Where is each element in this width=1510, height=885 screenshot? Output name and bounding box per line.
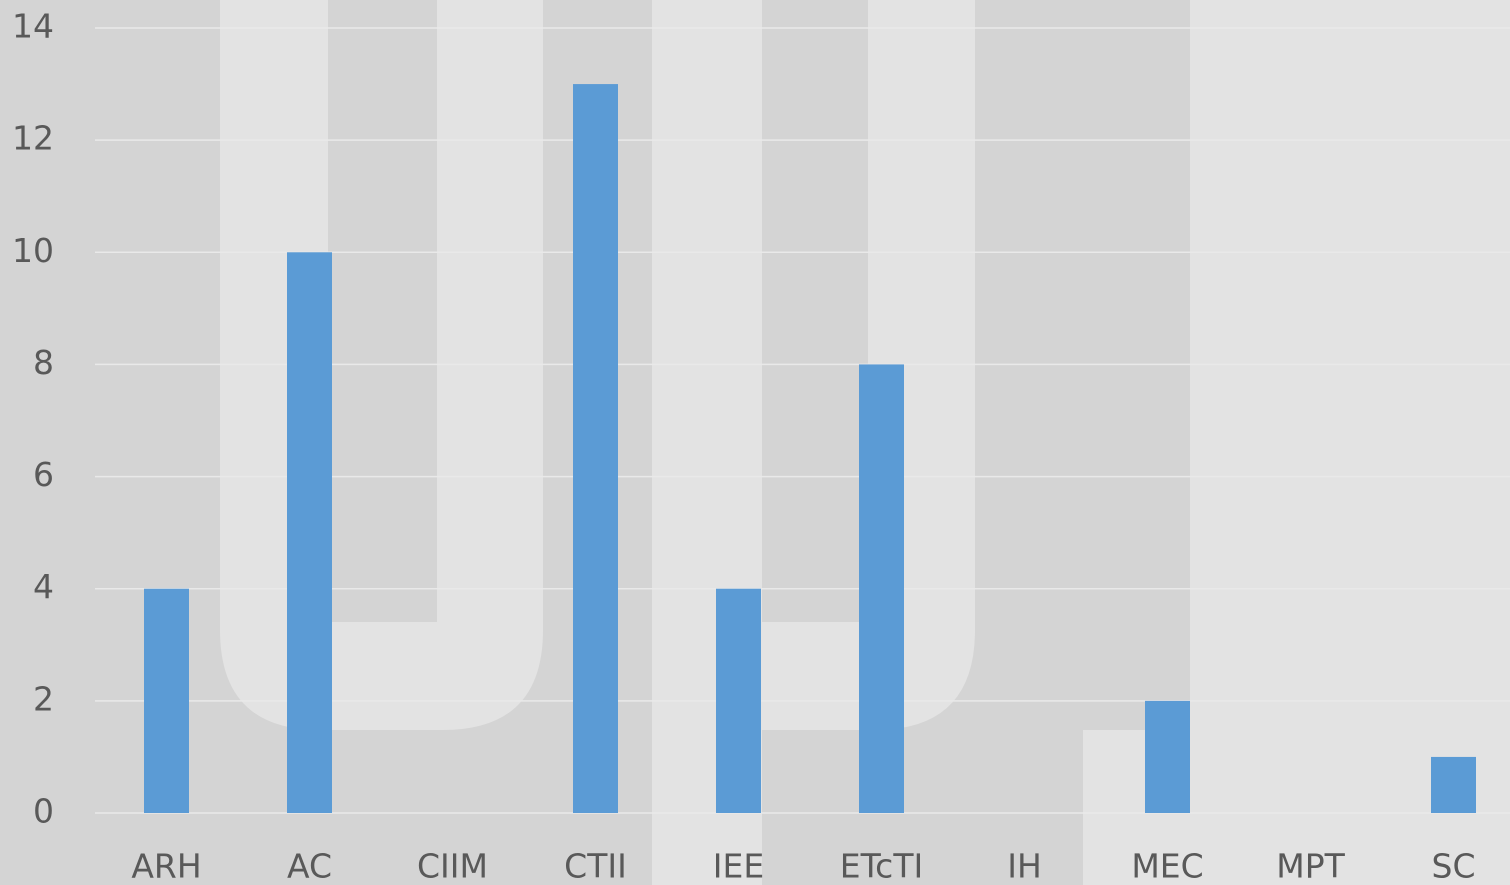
y-tick-label: 2 bbox=[33, 679, 54, 718]
y-tick-label: 6 bbox=[33, 455, 54, 494]
bar bbox=[1145, 700, 1190, 813]
x-tick-label: CIIM bbox=[417, 847, 488, 885]
x-tick-label: MPT bbox=[1276, 847, 1345, 885]
bar bbox=[287, 252, 332, 814]
x-tick-label: ETcTI bbox=[840, 847, 923, 885]
x-tick-label: AC bbox=[287, 847, 332, 885]
x-tick-label: IEE bbox=[713, 847, 764, 885]
x-tick-label: SC bbox=[1432, 847, 1476, 885]
y-tick-label: 4 bbox=[33, 567, 54, 606]
y-tick-label: 0 bbox=[33, 792, 54, 831]
x-tick-label: CTII bbox=[564, 847, 627, 885]
x-tick-label: IH bbox=[1007, 847, 1042, 885]
y-tick-label: 14 bbox=[12, 7, 54, 46]
y-tick-label: 10 bbox=[12, 231, 54, 270]
bar bbox=[716, 588, 761, 813]
x-tick-label: MEC bbox=[1131, 847, 1203, 885]
bar bbox=[859, 364, 904, 813]
bar bbox=[144, 588, 189, 813]
y-tick-label: 12 bbox=[12, 119, 54, 158]
y-tick-label: 8 bbox=[33, 343, 54, 382]
bar bbox=[573, 84, 618, 814]
x-tick-label: ARH bbox=[131, 847, 201, 885]
bar bbox=[1431, 756, 1476, 813]
